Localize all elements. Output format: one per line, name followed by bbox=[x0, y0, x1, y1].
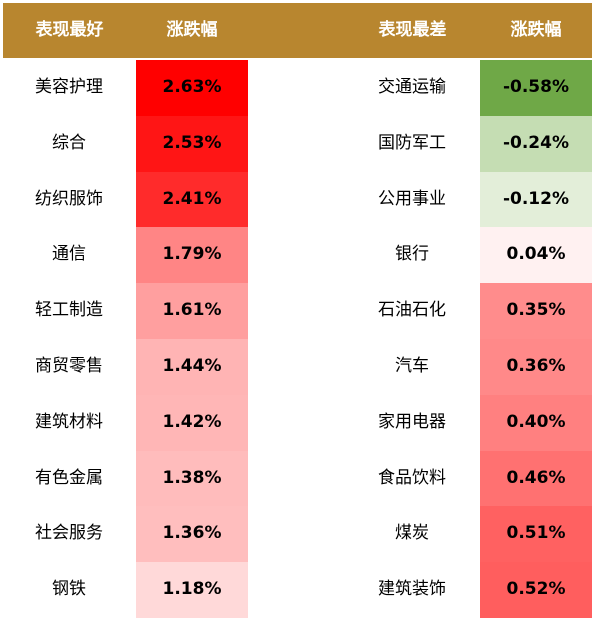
best-sector-name: 轻工制造 bbox=[35, 300, 103, 321]
worst-sector-name: 煤炭 bbox=[395, 523, 429, 544]
best-change-cell: 2.63% bbox=[136, 60, 248, 116]
worst-change-cell: -0.58% bbox=[480, 60, 592, 116]
header-best: 表现最好 bbox=[35, 20, 104, 40]
best-sector-name: 商贸零售 bbox=[35, 356, 103, 376]
best-change-cell: 1.61% bbox=[136, 283, 248, 339]
best-change-cell: 1.42% bbox=[136, 394, 248, 451]
worst-change-cell: 0.40% bbox=[480, 394, 592, 451]
best-change-cell: 1.44% bbox=[136, 339, 248, 395]
best-change-cell: 1.38% bbox=[136, 450, 248, 507]
worst-sector-name: 石油石化 bbox=[378, 300, 446, 321]
worst-change-cell: 0.04% bbox=[480, 227, 592, 284]
worst-change-cell: -0.12% bbox=[480, 171, 592, 228]
best-change-cell: 1.36% bbox=[136, 506, 248, 563]
worst-sector-name: 建筑装饰 bbox=[378, 579, 446, 600]
worst-change-cell: 0.35% bbox=[480, 283, 592, 339]
worst-sector-name: 银行 bbox=[395, 244, 429, 265]
table-header: 表现最好 涨跌幅 表现最差 涨跌幅 bbox=[3, 3, 592, 58]
best-change-cell: 2.41% bbox=[136, 171, 248, 228]
best-change-cell: 1.18% bbox=[136, 562, 248, 618]
best-change-cell: 2.53% bbox=[136, 115, 248, 172]
worst-sector-name: 汽车 bbox=[395, 356, 429, 376]
best-sector-name: 建筑材料 bbox=[35, 411, 103, 432]
worst-sector-name: 交通运输 bbox=[378, 77, 446, 97]
worst-sector-name: 公用事业 bbox=[378, 188, 446, 209]
best-sector-name: 钢铁 bbox=[52, 579, 86, 600]
best-sector-name: 通信 bbox=[52, 244, 86, 265]
worst-change-cell: 0.36% bbox=[480, 339, 592, 395]
header-best-change: 涨跌幅 bbox=[166, 20, 218, 40]
worst-change-cell: 0.51% bbox=[480, 506, 592, 563]
best-sector-name: 综合 bbox=[52, 132, 86, 153]
worst-change-cell: 0.52% bbox=[480, 562, 592, 618]
header-worst: 表现最差 bbox=[378, 20, 447, 40]
worst-change-cell: 0.46% bbox=[480, 450, 592, 507]
worst-change-cell: -0.24% bbox=[480, 115, 592, 172]
best-sector-name: 美容护理 bbox=[35, 77, 103, 97]
best-sector-name: 纺织服饰 bbox=[35, 188, 103, 209]
best-change-cell: 1.79% bbox=[136, 227, 248, 284]
worst-sector-name: 国防军工 bbox=[378, 132, 446, 153]
best-sector-name: 社会服务 bbox=[35, 523, 103, 544]
header-worst-change: 涨跌幅 bbox=[510, 20, 562, 40]
best-sector-name: 有色金属 bbox=[35, 467, 103, 488]
worst-sector-name: 食品饮料 bbox=[378, 467, 446, 488]
worst-sector-name: 家用电器 bbox=[378, 411, 446, 432]
